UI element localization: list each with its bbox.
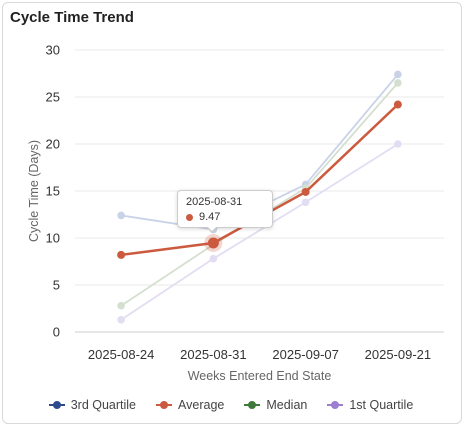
x-tick-label: 2025-09-21	[365, 347, 432, 362]
chart-legend: 3rd Quartile Average Median 1st Quartile	[0, 398, 462, 412]
tooltip-date: 2025-08-31	[186, 196, 243, 208]
data-point	[117, 315, 125, 324]
legend-item[interactable]: 1st Quartile	[327, 398, 413, 412]
y-axis-label: Cycle Time (Days)	[27, 140, 41, 242]
legend-label: Average	[178, 398, 225, 412]
legend-item[interactable]: Median	[244, 398, 307, 412]
y-tick-label: 0	[53, 325, 60, 340]
chart-title: Cycle Time Trend	[10, 9, 134, 26]
data-point	[117, 250, 126, 259]
data-point	[117, 211, 125, 220]
series-line	[120, 143, 399, 321]
y-tick-label: 20	[46, 137, 60, 152]
y-tick-label: 10	[46, 231, 60, 246]
legend-label: 3rd Quartile	[70, 398, 137, 412]
x-tick-label: 2025-09-07	[272, 347, 339, 362]
legend-line-icon	[327, 400, 344, 410]
data-point	[301, 198, 310, 207]
data-point	[301, 187, 310, 196]
legend-label: 1st Quartile	[349, 398, 414, 412]
y-tick-label: 30	[46, 43, 60, 58]
y-tick-label: 5	[53, 278, 60, 293]
data-point	[394, 70, 402, 79]
legend-item[interactable]: 3rd Quartile	[48, 398, 137, 412]
tooltip-arrow-inner	[207, 226, 217, 231]
legend-label: Median	[266, 398, 308, 412]
tooltip-value: 9.47	[199, 211, 221, 223]
x-tick-label: 2025-08-31	[180, 347, 247, 362]
tooltip-series-dot-icon	[186, 214, 193, 221]
x-axis-label: Weeks Entered End State	[188, 369, 332, 383]
y-tick-label: 25	[46, 90, 60, 105]
data-point	[394, 79, 402, 87]
data-point	[394, 140, 402, 148]
legend-line-icon	[156, 400, 173, 410]
legend-line-icon	[244, 400, 261, 410]
y-tick-label: 15	[46, 184, 60, 199]
data-point	[393, 100, 402, 109]
data-point	[117, 301, 125, 310]
data-point	[209, 254, 218, 263]
data-point	[207, 237, 219, 249]
x-tick-label: 2025-08-24	[88, 347, 155, 362]
legend-line-icon	[48, 400, 65, 410]
data-tooltip: 2025-08-31 9.47	[177, 190, 273, 228]
series-line	[120, 103, 399, 257]
legend-item[interactable]: Average	[156, 398, 224, 412]
